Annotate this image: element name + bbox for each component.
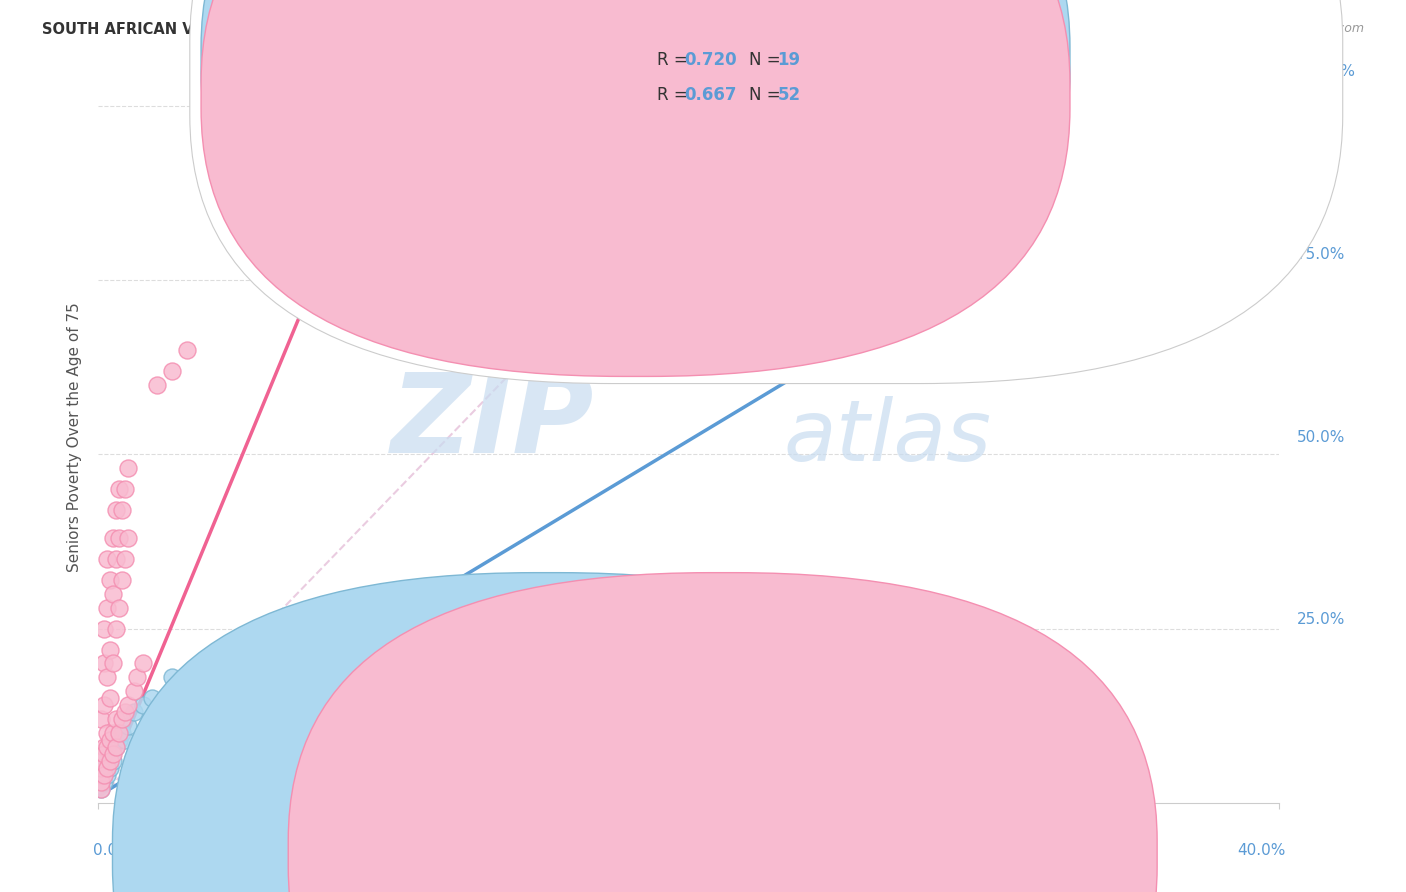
Point <box>96 740 118 755</box>
Point <box>162 670 183 684</box>
Point <box>96 768 118 782</box>
Point <box>96 726 118 740</box>
Point <box>93 775 115 789</box>
Point <box>93 761 115 775</box>
Text: atlas: atlas <box>783 395 991 479</box>
Point <box>114 552 136 566</box>
Point <box>141 691 163 706</box>
Point <box>114 483 136 497</box>
Text: Immigrants from Romania: Immigrants from Romania <box>742 847 942 861</box>
Point <box>90 775 112 789</box>
Text: 19: 19 <box>778 51 800 69</box>
Point <box>105 552 128 566</box>
Point <box>105 503 128 517</box>
Point <box>90 781 112 796</box>
Y-axis label: Seniors Poverty Over the Age of 75: Seniors Poverty Over the Age of 75 <box>67 302 83 572</box>
Point <box>96 552 118 566</box>
Point <box>103 657 125 671</box>
Point <box>108 483 131 497</box>
Point <box>111 573 134 587</box>
Point <box>105 712 128 726</box>
Point <box>105 740 128 755</box>
Point <box>108 600 131 615</box>
Point <box>117 719 139 733</box>
Point <box>132 657 155 671</box>
Point <box>90 712 112 726</box>
Point <box>103 587 125 601</box>
Point <box>98 754 121 768</box>
Text: 100.0%: 100.0% <box>1298 64 1355 78</box>
Point <box>176 343 198 357</box>
Text: R =: R = <box>657 51 693 69</box>
Text: Source: ZipAtlas.com: Source: ZipAtlas.com <box>1230 22 1364 36</box>
Text: 0.0%: 0.0% <box>93 843 131 858</box>
Text: 75.0%: 75.0% <box>1298 247 1346 261</box>
Point <box>146 377 169 392</box>
Point <box>93 768 115 782</box>
Text: 0.720: 0.720 <box>685 51 737 69</box>
Point <box>98 691 121 706</box>
Point <box>90 768 112 782</box>
Point <box>93 657 115 671</box>
Point <box>122 705 145 719</box>
Point <box>96 600 118 615</box>
Point <box>90 781 112 796</box>
Point <box>441 113 464 128</box>
Point <box>93 747 115 761</box>
Point <box>98 573 121 587</box>
Text: 52: 52 <box>778 87 800 104</box>
Point <box>93 740 115 755</box>
Point <box>93 698 115 713</box>
Point <box>117 531 139 545</box>
Point <box>117 698 139 713</box>
Point <box>96 754 118 768</box>
Text: R =: R = <box>657 87 693 104</box>
Point <box>132 698 155 713</box>
Point <box>162 364 183 378</box>
Point <box>93 622 115 636</box>
Point <box>117 461 139 475</box>
Point <box>108 733 131 747</box>
Point <box>98 747 121 761</box>
Text: ZIP: ZIP <box>391 369 595 476</box>
Text: 25.0%: 25.0% <box>1298 613 1346 627</box>
Point <box>105 740 128 755</box>
Point <box>96 670 118 684</box>
Point <box>108 531 131 545</box>
Point <box>103 531 125 545</box>
Point <box>114 705 136 719</box>
Text: N =: N = <box>749 51 786 69</box>
Point <box>111 503 134 517</box>
Text: 0.667: 0.667 <box>685 87 737 104</box>
Point <box>98 733 121 747</box>
Text: South Africans: South Africans <box>567 847 678 861</box>
Point <box>1209 99 1232 113</box>
Text: 40.0%: 40.0% <box>1237 843 1285 858</box>
Point <box>90 754 112 768</box>
Point <box>108 726 131 740</box>
Point <box>122 684 145 698</box>
Point <box>105 622 128 636</box>
Point <box>103 726 125 740</box>
Point <box>103 754 125 768</box>
Text: N =: N = <box>749 87 786 104</box>
Point <box>98 642 121 657</box>
Text: 50.0%: 50.0% <box>1298 430 1346 444</box>
Point <box>114 733 136 747</box>
Point <box>96 761 118 775</box>
Point <box>90 761 112 775</box>
Point <box>111 726 134 740</box>
Point <box>98 761 121 775</box>
Point <box>111 712 134 726</box>
Point <box>125 670 148 684</box>
Point <box>103 747 125 761</box>
Text: SOUTH AFRICAN VS IMMIGRANTS FROM ROMANIA SENIORS POVERTY OVER THE AGE OF 75 CORR: SOUTH AFRICAN VS IMMIGRANTS FROM ROMANIA… <box>42 22 974 37</box>
